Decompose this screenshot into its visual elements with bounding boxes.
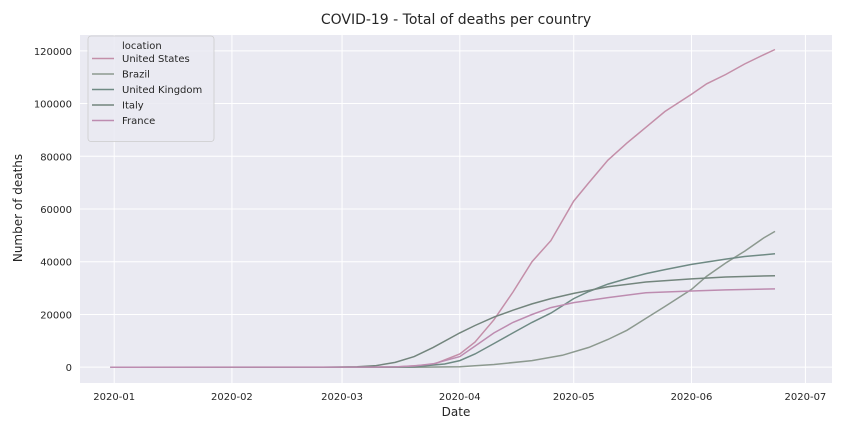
y-tick-label: 20000 xyxy=(40,310,72,321)
y-tick-label: 120000 xyxy=(34,47,72,58)
y-axis-ticks: 0 20000 40000 60000 80000 100000 120000 xyxy=(34,47,72,374)
x-tick-label: 2020-02 xyxy=(211,392,253,403)
x-tick-label: 2020-01 xyxy=(93,392,135,403)
series-line-italy xyxy=(110,274,776,368)
legend-label-italy: Italy xyxy=(122,101,144,112)
x-tick-label: 2020-04 xyxy=(439,392,481,403)
series-lines xyxy=(110,48,776,368)
legend-title: location xyxy=(122,41,162,52)
x-axis-ticks: 2020-01 2020-02 2020-03 2020-04 2020-05 2020-… xyxy=(93,392,826,403)
x-tick-label: 2020-07 xyxy=(785,392,827,403)
x-tick-label: 2020-06 xyxy=(671,392,713,403)
y-tick-label: 60000 xyxy=(40,205,72,216)
x-tick-label: 2020-03 xyxy=(321,392,363,403)
x-tick-label: 2020-05 xyxy=(553,392,595,403)
legend-label-united-states: United States xyxy=(122,54,190,65)
legend-label-france: France xyxy=(122,116,155,127)
y-tick-label: 80000 xyxy=(40,152,72,163)
legend-box xyxy=(87,35,215,142)
x-axis-label: Date xyxy=(442,405,471,419)
series-line-brazil xyxy=(110,230,776,368)
legend-label-united-kingdom: United Kingdom xyxy=(122,85,202,96)
y-tick-label: 0 xyxy=(66,363,72,374)
y-tick-label: 40000 xyxy=(40,258,72,269)
y-axis-label: Number of deaths xyxy=(11,154,25,262)
legend-label-brazil: Brazil xyxy=(122,70,150,81)
legend: location United States Brazil United Kingdo… xyxy=(87,35,215,142)
y-tick-label: 100000 xyxy=(34,100,72,111)
series-line-united-states xyxy=(110,48,776,368)
series-line-france xyxy=(110,288,776,368)
chart-title: COVID-19 - Total of deaths per country xyxy=(321,12,591,28)
